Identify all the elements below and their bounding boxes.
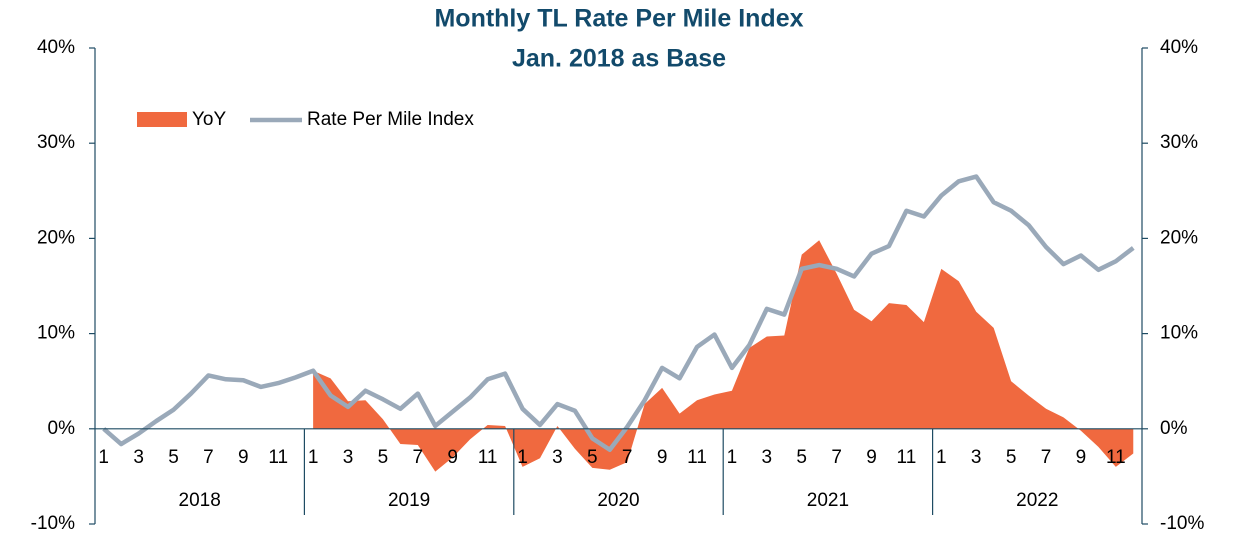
x-tick-label: 11 xyxy=(687,447,707,468)
x-tick-label: 7 xyxy=(203,447,214,468)
x-tick-label: 9 xyxy=(447,447,458,468)
area xyxy=(313,240,1134,472)
x-tick-label: 7 xyxy=(1041,447,1052,468)
y-tick-label: 0% xyxy=(48,418,76,439)
x-tick-label: 11 xyxy=(897,447,917,468)
x-tick-label: 5 xyxy=(378,447,389,468)
x-tick-label: 3 xyxy=(762,447,773,468)
x-tick-label: 5 xyxy=(1006,447,1017,468)
y-tick-label: 30% xyxy=(37,132,75,153)
y2-tick-label: 40% xyxy=(1160,37,1198,58)
x-tick-label: 9 xyxy=(657,447,668,468)
x-tick-label: 1 xyxy=(727,447,738,468)
x-tick-label: 11 xyxy=(268,447,288,468)
x-tick-label: 7 xyxy=(622,447,633,468)
x-tick-label: 9 xyxy=(1076,447,1087,468)
y-tick-label: 40% xyxy=(37,37,75,58)
y2-tick-label: 30% xyxy=(1160,132,1198,153)
x-tick-label: 3 xyxy=(133,447,144,468)
y2-tick-label: 20% xyxy=(1160,227,1198,248)
legend-swatch xyxy=(137,112,187,127)
legend-label: Rate Per Mile Index xyxy=(307,109,474,130)
chart-subtitle: Jan. 2018 as Base xyxy=(512,45,726,73)
y-tick-label: -10% xyxy=(31,513,75,534)
x-group-label: 2018 xyxy=(179,490,221,511)
x-group-label: 2020 xyxy=(597,490,639,511)
x-tick-label: 5 xyxy=(168,447,179,468)
y-tick-label: 10% xyxy=(37,323,75,344)
x-tick-label: 3 xyxy=(343,447,354,468)
y2-tick-label: 10% xyxy=(1160,323,1198,344)
x-tick-label: 9 xyxy=(238,447,249,468)
x-tick-label: 1 xyxy=(308,447,319,468)
x-tick-label: 11 xyxy=(478,447,498,468)
x-tick-label: 1 xyxy=(936,447,947,468)
x-tick-label: 3 xyxy=(552,447,563,468)
x-tick-label: 7 xyxy=(831,447,842,468)
y2-tick-label: 0% xyxy=(1160,418,1188,439)
chart-title: Monthly TL Rate Per Mile Index xyxy=(434,5,803,33)
line xyxy=(102,174,1135,452)
x-tick-label: 7 xyxy=(413,447,424,468)
x-tick-label: 9 xyxy=(866,447,877,468)
x-group-label: 2021 xyxy=(807,490,849,511)
x-tick-label: 5 xyxy=(796,447,807,468)
x-tick-label: 5 xyxy=(587,447,598,468)
x-group-label: 2022 xyxy=(1016,490,1058,511)
x-tick-label: 11 xyxy=(1106,447,1126,468)
x-tick-label: 3 xyxy=(971,447,982,468)
y-tick-label: 20% xyxy=(37,227,75,248)
legend-label: YoY xyxy=(192,109,226,130)
x-tick-label: 1 xyxy=(98,447,109,468)
y2-tick-label: -10% xyxy=(1160,513,1204,534)
x-group-label: 2019 xyxy=(388,490,430,511)
x-tick-label: 1 xyxy=(517,447,528,468)
